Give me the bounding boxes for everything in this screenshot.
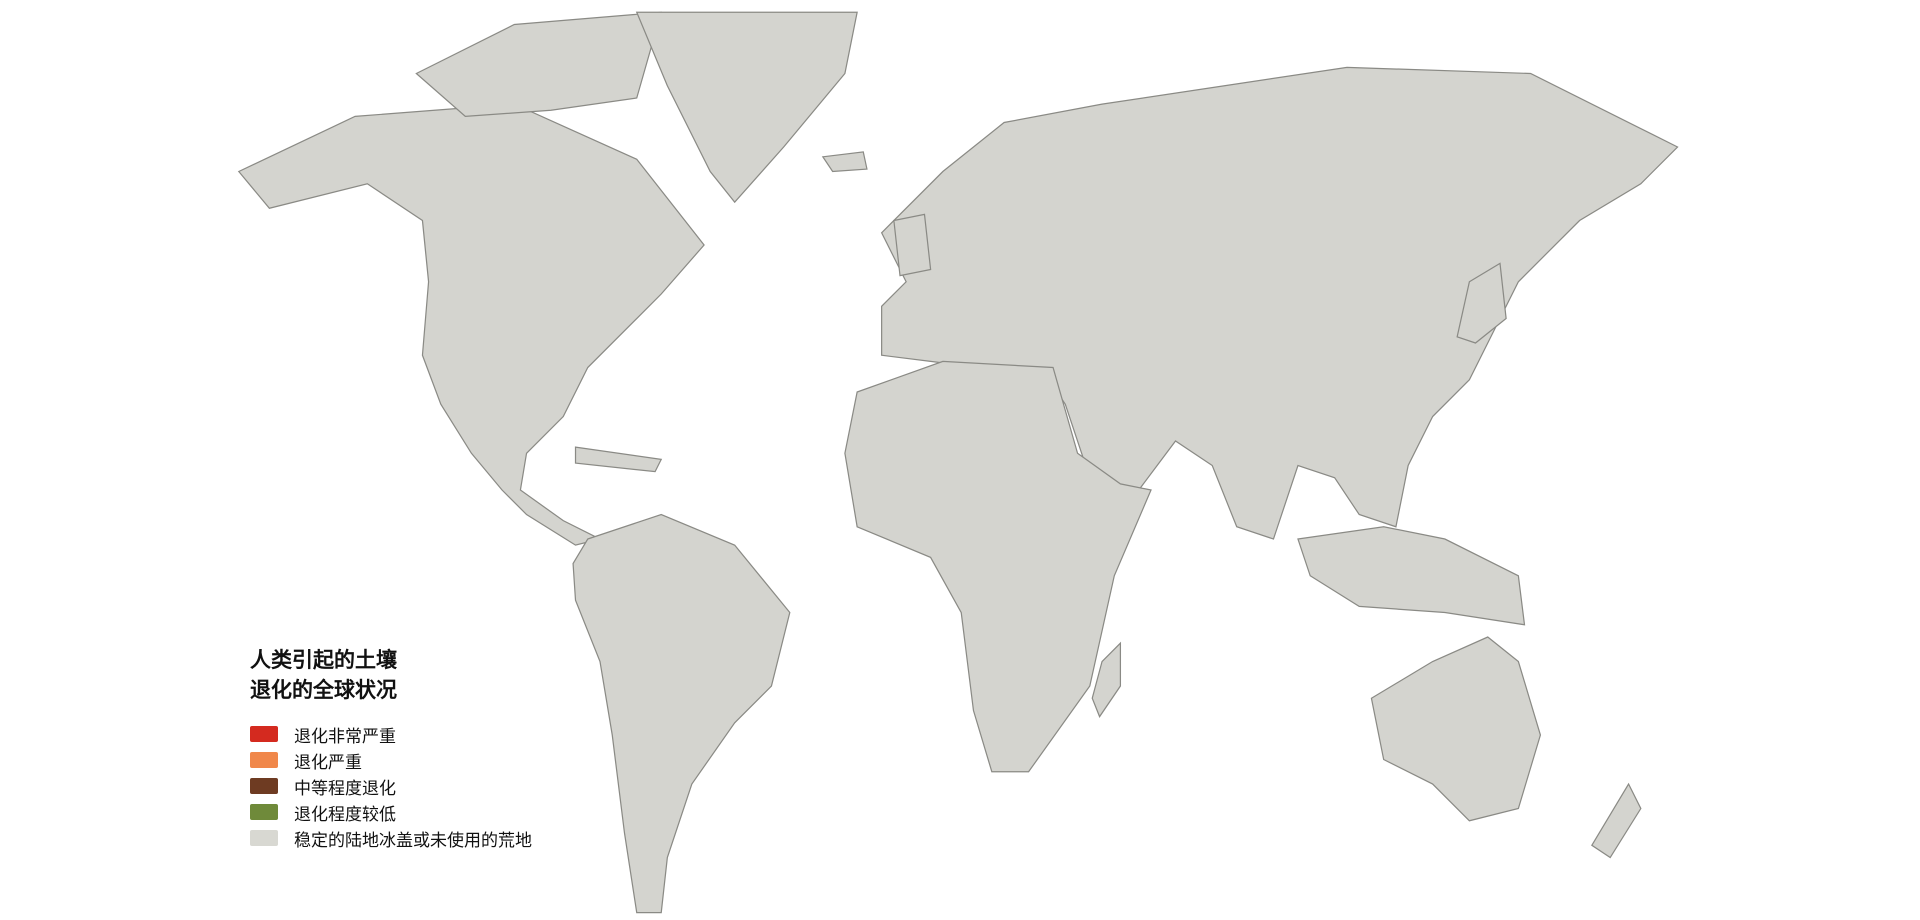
legend-swatch bbox=[250, 804, 278, 820]
degradation-patch bbox=[754, 512, 781, 542]
degradation-patch bbox=[664, 889, 688, 920]
degradation-patch bbox=[736, 819, 773, 852]
legend-item: 退化非常严重 bbox=[250, 721, 532, 747]
degradation-patch bbox=[1286, 586, 1319, 618]
legend-item: 稳定的陆地冰盖或未使用的荒地 bbox=[250, 825, 532, 851]
degradation-patch bbox=[737, 757, 778, 785]
degradation-patch bbox=[1186, 575, 1250, 601]
degradation-patch bbox=[411, 480, 446, 503]
legend-label: 退化非常严重 bbox=[294, 726, 396, 747]
degradation-patch bbox=[724, 816, 787, 861]
degradation-patch bbox=[1110, 687, 1166, 728]
degradation-patch bbox=[838, 530, 882, 583]
legend-item: 退化严重 bbox=[250, 747, 532, 773]
degradation-patch bbox=[700, 871, 749, 909]
degradation-patch bbox=[815, 737, 877, 779]
degradation-patch bbox=[569, 466, 592, 491]
legend-swatch bbox=[250, 726, 278, 742]
degradation-patch bbox=[865, 674, 892, 724]
map-legend: 人类引起的土壤 退化的全球状况 退化非常严重 退化严重中等程度退化 退化程度较低稳定… bbox=[250, 645, 532, 851]
degradation-patch bbox=[1136, 753, 1166, 785]
degradation-patch bbox=[730, 830, 752, 854]
legend-title-line2: 退化的全球状况 bbox=[250, 678, 397, 702]
degradation-patch bbox=[905, 582, 947, 623]
degradation-patch bbox=[566, 766, 608, 812]
degradation-patch bbox=[1265, 591, 1328, 608]
degradation-patch bbox=[705, 856, 734, 879]
degradation-patch bbox=[748, 812, 803, 849]
degradation-patch bbox=[566, 469, 635, 510]
degradation-patch bbox=[1153, 492, 1199, 511]
degradation-patch bbox=[549, 726, 612, 765]
degradation-patch bbox=[563, 884, 594, 920]
degradation-patch bbox=[1131, 669, 1161, 722]
degradation-patch bbox=[557, 695, 607, 715]
degradation-patch bbox=[889, 127, 936, 146]
legend-swatch bbox=[250, 778, 278, 794]
degradation-patch bbox=[878, 687, 922, 708]
degradation-patch bbox=[565, 405, 587, 447]
legend-item: 退化程度较低 bbox=[250, 799, 532, 825]
degradation-patch bbox=[878, 610, 921, 632]
degradation-patch bbox=[1070, 714, 1138, 741]
legend-swatch bbox=[250, 830, 278, 846]
degradation-patch bbox=[835, 552, 874, 582]
degradation-patch bbox=[917, 752, 947, 777]
degradation-patch bbox=[408, 423, 460, 466]
degradation-patch bbox=[831, 534, 882, 549]
degradation-patch bbox=[714, 742, 774, 762]
degradation-patch bbox=[1196, 544, 1236, 593]
degradation-patch bbox=[894, 680, 965, 699]
degradation-patch bbox=[1066, 748, 1118, 786]
degradation-patch bbox=[1224, 559, 1276, 591]
legend-label: 稳定的陆地冰盖或未使用的荒地 bbox=[294, 830, 532, 851]
degradation-patch bbox=[1465, 379, 1529, 431]
degradation-patch bbox=[562, 787, 616, 819]
degradation-patch bbox=[736, 844, 807, 870]
legend-item: 中等程度退化 bbox=[250, 773, 532, 799]
legend-swatch bbox=[250, 752, 278, 768]
degradation-patch bbox=[1128, 744, 1154, 783]
degradation-patch bbox=[875, 649, 912, 684]
degradation-patch bbox=[755, 708, 781, 731]
degradation-patch bbox=[879, 638, 926, 692]
degradation-patch bbox=[740, 817, 771, 854]
degradation-patch bbox=[551, 467, 572, 517]
degradation-patch bbox=[844, 620, 867, 653]
degradation-patch bbox=[1108, 715, 1169, 750]
degradation-patch bbox=[1299, 486, 1334, 502]
degradation-patch bbox=[1188, 599, 1246, 624]
degradation-patch bbox=[750, 774, 802, 820]
degradation-patch bbox=[869, 651, 917, 702]
legend-label: 退化程度较低 bbox=[294, 804, 396, 825]
legend-label: 中等程度退化 bbox=[294, 778, 396, 799]
degradation-patch bbox=[907, 143, 948, 159]
degradation-patch bbox=[838, 596, 870, 621]
legend-title-line1: 人类引起的土壤 bbox=[250, 648, 397, 672]
degradation-patch bbox=[1419, 439, 1449, 473]
degradation-patch bbox=[698, 878, 760, 901]
degradation-patch bbox=[762, 880, 785, 898]
legend-label: 退化严重 bbox=[294, 752, 362, 773]
degradation-patch bbox=[737, 806, 798, 838]
degradation-patch bbox=[696, 796, 748, 815]
degradation-patch bbox=[1177, 552, 1233, 584]
degradation-patch bbox=[602, 374, 658, 399]
degradation-patch bbox=[884, 580, 924, 630]
